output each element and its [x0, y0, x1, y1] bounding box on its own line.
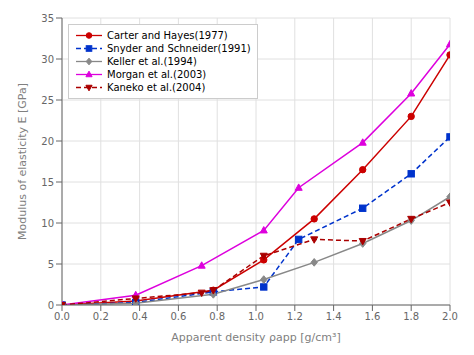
svg-text:0.6: 0.6: [170, 311, 186, 322]
svg-text:35: 35: [41, 13, 54, 24]
svg-text:1.4: 1.4: [326, 311, 342, 322]
svg-text:10: 10: [41, 218, 54, 229]
html-text:Carter and Hayes(1977): Carter and Hayes(1977): [107, 30, 228, 41]
svg-text:20: 20: [41, 136, 54, 147]
html-text:Keller et al.(1994): Keller et al.(1994): [107, 56, 197, 67]
svg-text:Modulus of elasticity E [GPa]: Modulus of elasticity E [GPa]: [16, 83, 29, 240]
svg-text:0.8: 0.8: [209, 311, 225, 322]
html-text:Morgan et al.(2003): Morgan et al.(2003): [107, 69, 207, 80]
svg-text:1.6: 1.6: [364, 311, 380, 322]
svg-text:25: 25: [41, 95, 54, 106]
svg-text:2.0: 2.0: [442, 311, 458, 322]
svg-text:1.2: 1.2: [287, 311, 303, 322]
svg-text:5: 5: [48, 259, 54, 270]
svg-text:0.4: 0.4: [132, 311, 148, 322]
svg-text:30: 30: [41, 54, 54, 65]
svg-text:15: 15: [41, 177, 54, 188]
html-text:Snyder and Schneider(1991): Snyder and Schneider(1991): [107, 43, 251, 54]
svg-text:1.0: 1.0: [248, 311, 264, 322]
svg-text:Apparent density ρapp [g/cm³]: Apparent density ρapp [g/cm³]: [171, 331, 341, 344]
svg-text:0: 0: [48, 300, 54, 311]
html-text:Kaneko et al.(2004): Kaneko et al.(2004): [107, 82, 206, 93]
svg-text:0.0: 0.0: [54, 311, 70, 322]
svg-text:0.2: 0.2: [93, 311, 109, 322]
svg-text:1.8: 1.8: [403, 311, 419, 322]
